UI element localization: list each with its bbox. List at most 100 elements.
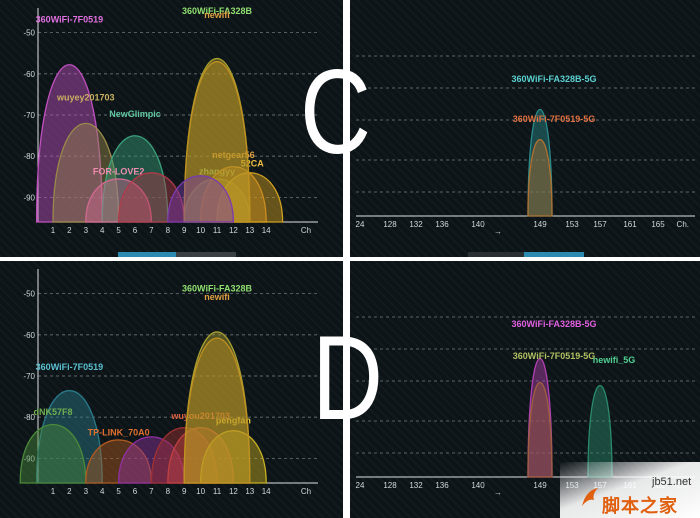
x-tick-label: 10	[196, 226, 205, 235]
x-tick-label: 140	[471, 220, 485, 229]
y-tick-label: -60	[23, 70, 35, 79]
x-tick-label: 136	[435, 481, 449, 490]
x-tick-label: 9	[182, 226, 187, 235]
y-tick-label: -70	[23, 111, 35, 120]
x-unit-label: Ch.	[677, 220, 689, 229]
x-tick-label: 128	[383, 481, 397, 490]
x-tick-label: 8	[166, 226, 171, 235]
x-tick-label: 9	[182, 487, 187, 496]
x-tick-label: 3	[84, 487, 89, 496]
x-tick-label: 13	[245, 487, 254, 496]
network-curve	[117, 172, 185, 223]
x-tick-label: 3	[84, 226, 89, 235]
x-tick-label: 13	[245, 226, 254, 235]
y-tick-label: -70	[23, 372, 35, 381]
x-tick-label: 153	[565, 220, 579, 229]
network-label: 360WiFi-7F0519-5G	[513, 114, 595, 124]
x-tick-label: 140	[471, 481, 485, 490]
x-tick-label: 14	[262, 226, 271, 235]
x-tick-label: 136	[435, 220, 449, 229]
x-tick-label: 8	[166, 487, 171, 496]
channel-graph-d-24: -50-60-70-80-901 2 3 4 5 6 7 8 9 10 11 12 13 14 Ch360W…	[19, 269, 318, 496]
x-tick-label: 10	[196, 487, 205, 496]
network-label: 360WiFi-7F0519-5G	[513, 351, 595, 361]
x-tick-label: 12	[229, 226, 238, 235]
network-curve	[527, 138, 553, 217]
network-label: 360WiFi-7F0519	[36, 14, 103, 24]
watermark-logo-icon	[580, 486, 600, 508]
watermark-url: jb51.net	[652, 476, 692, 488]
channel-graph-c-5: 24 128 132 136 140 149 153 157 161 165 Ch. → 360WiFi…	[356, 55, 695, 236]
x-tick-label: 7	[149, 487, 154, 496]
network-label: newifi_5G	[593, 355, 636, 365]
x-tick-label: 1	[51, 226, 56, 235]
watermark-logo	[560, 462, 700, 518]
label-d: D	[312, 311, 384, 445]
watermark-site-name: 脚本之家	[602, 496, 678, 516]
tab-indicator-5g[interactable]	[468, 252, 524, 257]
x-tick-label: 14	[262, 487, 271, 496]
network-label: NewGlimpic	[109, 109, 161, 119]
x-tick-label: 11	[213, 226, 222, 235]
network-label: newifi	[204, 292, 230, 302]
network-label: dNK57F8	[33, 407, 72, 417]
tab-indicator[interactable]	[118, 252, 176, 257]
network-label: wuyey201703	[56, 93, 115, 103]
arrow-icon: →	[494, 227, 502, 236]
network-label: zhangyy	[199, 167, 235, 177]
network-label: netgear56	[212, 150, 255, 160]
x-tick-label: 6	[133, 487, 138, 496]
y-tick-label: -50	[23, 29, 35, 38]
x-tick-label: 161	[623, 220, 637, 229]
network-curve	[52, 123, 120, 223]
x-unit-label: Ch	[301, 487, 311, 496]
panel-c-5ghz: 24 128 132 136 140 149 153 157 161 165 Ch. → 360WiFi…	[350, 0, 700, 257]
x-tick-label: 149	[533, 220, 547, 229]
network-curve	[587, 385, 613, 478]
network-label: pengfan	[216, 415, 251, 425]
y-tick-label: -90	[23, 193, 35, 202]
x-tick-label: 11	[213, 487, 222, 496]
panel-d-24ghz: -50 -60 -70 -80 -90 1 2 3 4 5 6 7 8 9 10 11 12 13 14 Ch 360W…	[0, 261, 343, 518]
network-label: 360WiFi-7F0519	[36, 362, 103, 372]
x-tick-label: 1	[51, 487, 56, 496]
network-label: _52CA	[235, 158, 265, 168]
network-curve	[19, 424, 87, 484]
network-curve	[527, 382, 553, 478]
x-tick-label: 5	[116, 487, 121, 496]
network-label: 360WiFi-FA328B	[182, 284, 252, 294]
x-tick-label: 149	[533, 481, 547, 490]
tab-indicator-alt[interactable]	[176, 252, 236, 257]
network-curve	[85, 178, 153, 223]
network-curve	[167, 175, 235, 223]
x-tick-label: 165	[651, 220, 665, 229]
network-curve	[35, 389, 103, 484]
x-tick-label: 128	[383, 220, 397, 229]
network-label: wuyou201703	[170, 411, 230, 421]
network-label: 360WiFi-FA328B	[182, 6, 252, 16]
x-tick-label: 157	[593, 220, 607, 229]
x-tick-label: 132	[409, 220, 423, 229]
x-tick-label: 2	[67, 487, 72, 496]
x-tick-label: 6	[133, 226, 138, 235]
x-tick-label: 12	[229, 487, 238, 496]
tab-indicator-5g-active[interactable]	[524, 252, 584, 257]
y-tick-label: -80	[23, 152, 35, 161]
channel-graph-c-24: -50-60-70-80-901 2 3 4 5 6 7 8 9 10 11 12 13 14 Ch360W…	[23, 6, 318, 235]
network-label: 360WiFi-FA328B-5G	[512, 319, 597, 329]
x-tick-label: 4	[100, 226, 105, 235]
network-label: 360WiFi-FA328B-5G	[512, 74, 597, 84]
panel-c-24ghz: -50 -60 -70 -80 -90 1 2 3 4 5 6 7 8 9 10 11 12 13 14 Ch 360W…	[0, 0, 343, 257]
x-tick-label: 24	[356, 220, 365, 229]
x-unit-label: Ch	[301, 226, 311, 235]
x-tick-label: 24	[356, 481, 365, 490]
network-curve	[35, 64, 103, 223]
y-tick-label: -90	[23, 454, 35, 463]
x-tick-label: 132	[409, 481, 423, 490]
y-tick-label: -60	[23, 331, 35, 340]
network-label: newifi	[204, 10, 230, 20]
y-tick-label: -80	[23, 413, 35, 422]
network-curve	[183, 61, 251, 223]
x-tick-label: 7	[149, 226, 154, 235]
y-tick-label: -50	[23, 290, 35, 299]
